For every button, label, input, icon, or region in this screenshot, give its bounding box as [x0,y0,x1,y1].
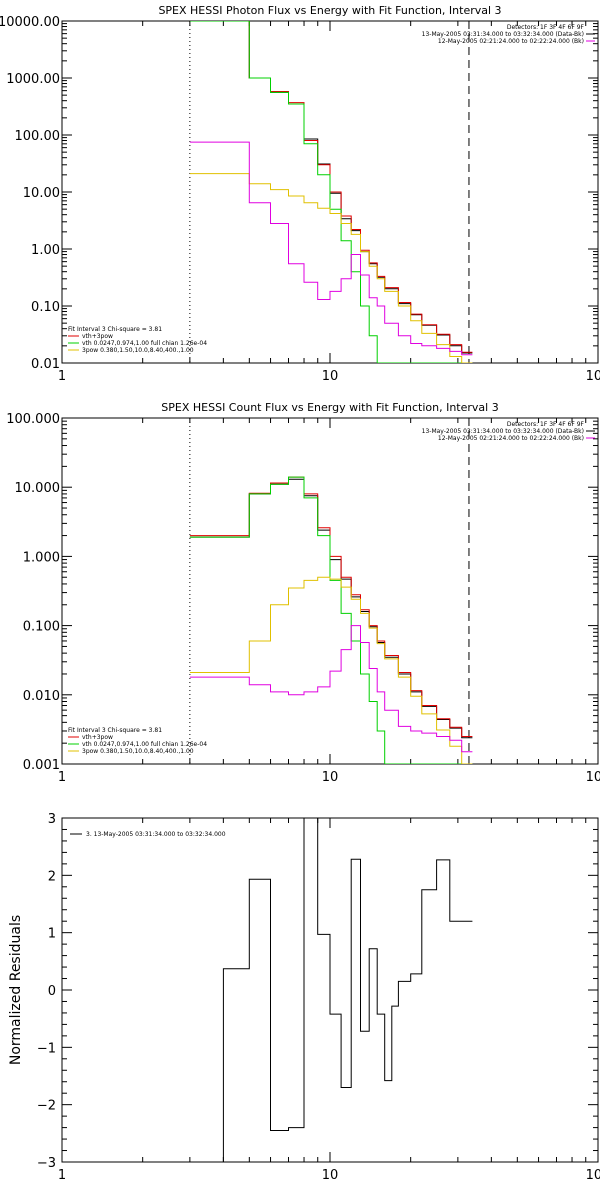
y-tick-label: 1000.00 [6,72,60,87]
fit-text-line: 3pow 0.380,1.50,10.0,8.40,400.,1.00 [82,347,194,354]
y-tick-label: 0.10 [31,300,60,315]
series-vth [189,476,473,764]
info-line: Detectors: 1F 3F 4F 6F 9F [507,24,585,31]
series-data-bk [189,478,473,739]
info-line: 13-May-2005 03:31:34.000 to 03:32:34.000… [422,428,584,435]
series-3pow [189,173,473,363]
y-tick-label: 0.001 [23,758,60,773]
x-tick-label: 1 [58,369,66,384]
chart-2: SPEX HESSI Count Flux vs Energy with Fit… [6,401,600,785]
series-vth-3pow [189,21,473,353]
y-tick-label: −2 [37,1099,56,1114]
y-tick-label: 0.010 [23,689,60,704]
info-line: Detectors: 1F 3F 4F 6F 9F [507,421,585,428]
fit-text-line: 3pow 0.380,1.50,10.0,8.40,400.,1.00 [82,748,194,755]
series-bk [189,141,473,356]
y-tick-label: 2 [48,869,56,884]
y-tick-label: −3 [37,1156,56,1171]
series-vth [189,21,473,363]
y-tick-label: 10.000 [15,481,61,496]
y-tick-label: 100.000 [6,412,60,427]
y-tick-label: 100.00 [15,129,61,144]
x-tick-label: 100 [586,369,600,384]
fit-text-line: Fit Interval 3 Chi-square = 3.81 [68,727,162,734]
x-tick-label: 1 [58,1168,66,1183]
series-bk [189,625,473,753]
y-tick-label: 1 [48,927,56,942]
x-tick-label: 100 [586,770,600,785]
x-tick-label: 10 [322,1168,339,1183]
fit-text-line: Fit Interval 3 Chi-square = 3.81 [68,326,162,333]
fit-text-line: vth+3pow [82,734,113,741]
plot-frame [61,417,599,765]
x-tick-label: 10 [322,770,339,785]
series-3-13-may-2005-03-31-34-000-to-03-32-34-000 [189,818,473,1162]
info-line: 12-May-2005 02:21:24.000 to 02:22:24.000… [438,435,584,442]
x-tick-label: 1 [58,770,66,785]
y-axis-label: Normalized Residuals [8,915,24,1065]
chart-3: 1 10 100 −3 −2 −1 0 1 2 3 Normalized Residuals 3. 1… [8,812,600,1183]
y-tick-label: 10000.00 [0,15,60,30]
legend-label: 3. 13-May-2005 03:31:34.000 to 03:32:34.… [86,831,226,838]
y-tick-label: 0.01 [31,357,60,372]
info-line: 12-May-2005 02:21:24.000 to 02:22:24.000… [438,38,584,45]
fit-text-line: vth 0.0247,0.974,1.00 full chian 1.26e-0… [82,741,207,748]
x-tick-label: 10 [322,369,339,384]
chart-1: SPEX HESSI Photon Flux vs Energy with Fi… [0,4,600,384]
y-tick-label: −1 [37,1041,56,1056]
y-tick-label: 1.00 [31,243,60,258]
x-tick-label: 100 [586,1168,600,1183]
y-tick-label: 1.000 [23,550,60,565]
chart-title: SPEX HESSI Photon Flux vs Energy with Fi… [158,4,501,17]
fit-text-line: vth 0.0247,0.974,1.00 full chian 1.26e-0… [82,340,207,347]
y-tick-label: 0 [48,984,56,999]
fit-text-line: vth+3pow [82,333,113,340]
info-line: 13-May-2005 03:31:34.000 to 03:32:34.000… [422,31,584,38]
series-3pow [189,576,473,764]
chart-title: SPEX HESSI Count Flux vs Energy with Fit… [161,401,498,414]
y-tick-label: 0.100 [23,620,60,635]
series-data-bk [189,21,473,354]
series-vth-3pow [189,476,473,737]
y-tick-label: 3 [48,812,56,827]
y-tick-label: 10.00 [23,186,60,201]
